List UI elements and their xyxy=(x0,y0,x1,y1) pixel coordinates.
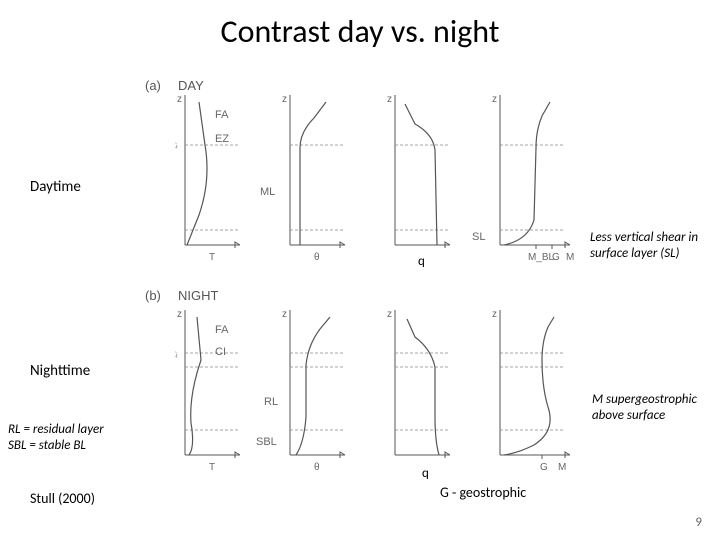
page-title: Contrast day vs. night xyxy=(0,12,720,51)
sbl-legend: SBL = stable BL xyxy=(8,438,86,454)
panel-b-name: NIGHT xyxy=(178,288,218,303)
svg-text:EZ: EZ xyxy=(215,133,229,145)
svg-text:θ: θ xyxy=(314,462,320,473)
rl-legend: RL = residual layer xyxy=(8,422,104,438)
citation: Stull (2000) xyxy=(30,490,95,507)
supergeo-annotation: M supergeostrophic above surface xyxy=(592,392,720,423)
svg-text:M: M xyxy=(566,252,574,263)
shear-annotation: Less vertical shear in surface layer (SL… xyxy=(590,230,720,261)
svg-text:z: z xyxy=(387,94,392,105)
svg-text:z: z xyxy=(282,94,287,105)
svg-text:G: G xyxy=(552,252,560,263)
svg-text:z: z xyxy=(177,94,182,105)
svg-text:ML: ML xyxy=(260,186,275,198)
svg-text:M_BL: M_BL xyxy=(528,252,555,263)
geostrophic-label: G - geostrophic xyxy=(440,484,526,501)
svg-text:z: z xyxy=(492,309,497,320)
daytime-label: Daytime xyxy=(30,178,81,196)
day-diagram: z zᵢ FA EZ T z ML θ z xyxy=(175,90,615,265)
svg-text:G: G xyxy=(540,462,548,473)
slide-number: 9 xyxy=(695,515,702,530)
svg-text:FA: FA xyxy=(215,109,229,121)
svg-text:SL: SL xyxy=(472,231,485,243)
svg-text:θ: θ xyxy=(314,252,320,263)
nighttime-label: Nighttime xyxy=(30,362,90,380)
panel-a-tag: (a) xyxy=(145,78,161,93)
svg-text:z: z xyxy=(492,94,497,105)
svg-text:z: z xyxy=(177,309,182,320)
svg-text:zᵢ: zᵢ xyxy=(175,349,178,360)
svg-text:T: T xyxy=(209,252,215,263)
svg-text:T: T xyxy=(209,462,215,473)
night-diagram: z zᵢ FA CI T z RL SBL θ xyxy=(175,305,615,485)
q-label-night: q xyxy=(422,466,429,481)
svg-text:z: z xyxy=(282,309,287,320)
svg-text:M: M xyxy=(558,462,566,473)
svg-text:zᵢ: zᵢ xyxy=(175,140,178,151)
svg-text:SBL: SBL xyxy=(256,436,277,448)
svg-text:RL: RL xyxy=(264,396,278,408)
svg-text:FA: FA xyxy=(215,324,229,336)
svg-text:z: z xyxy=(387,309,392,320)
panel-b-tag: (b) xyxy=(145,288,161,303)
svg-text:CI: CI xyxy=(215,346,226,358)
q-label-day: q xyxy=(418,254,425,269)
